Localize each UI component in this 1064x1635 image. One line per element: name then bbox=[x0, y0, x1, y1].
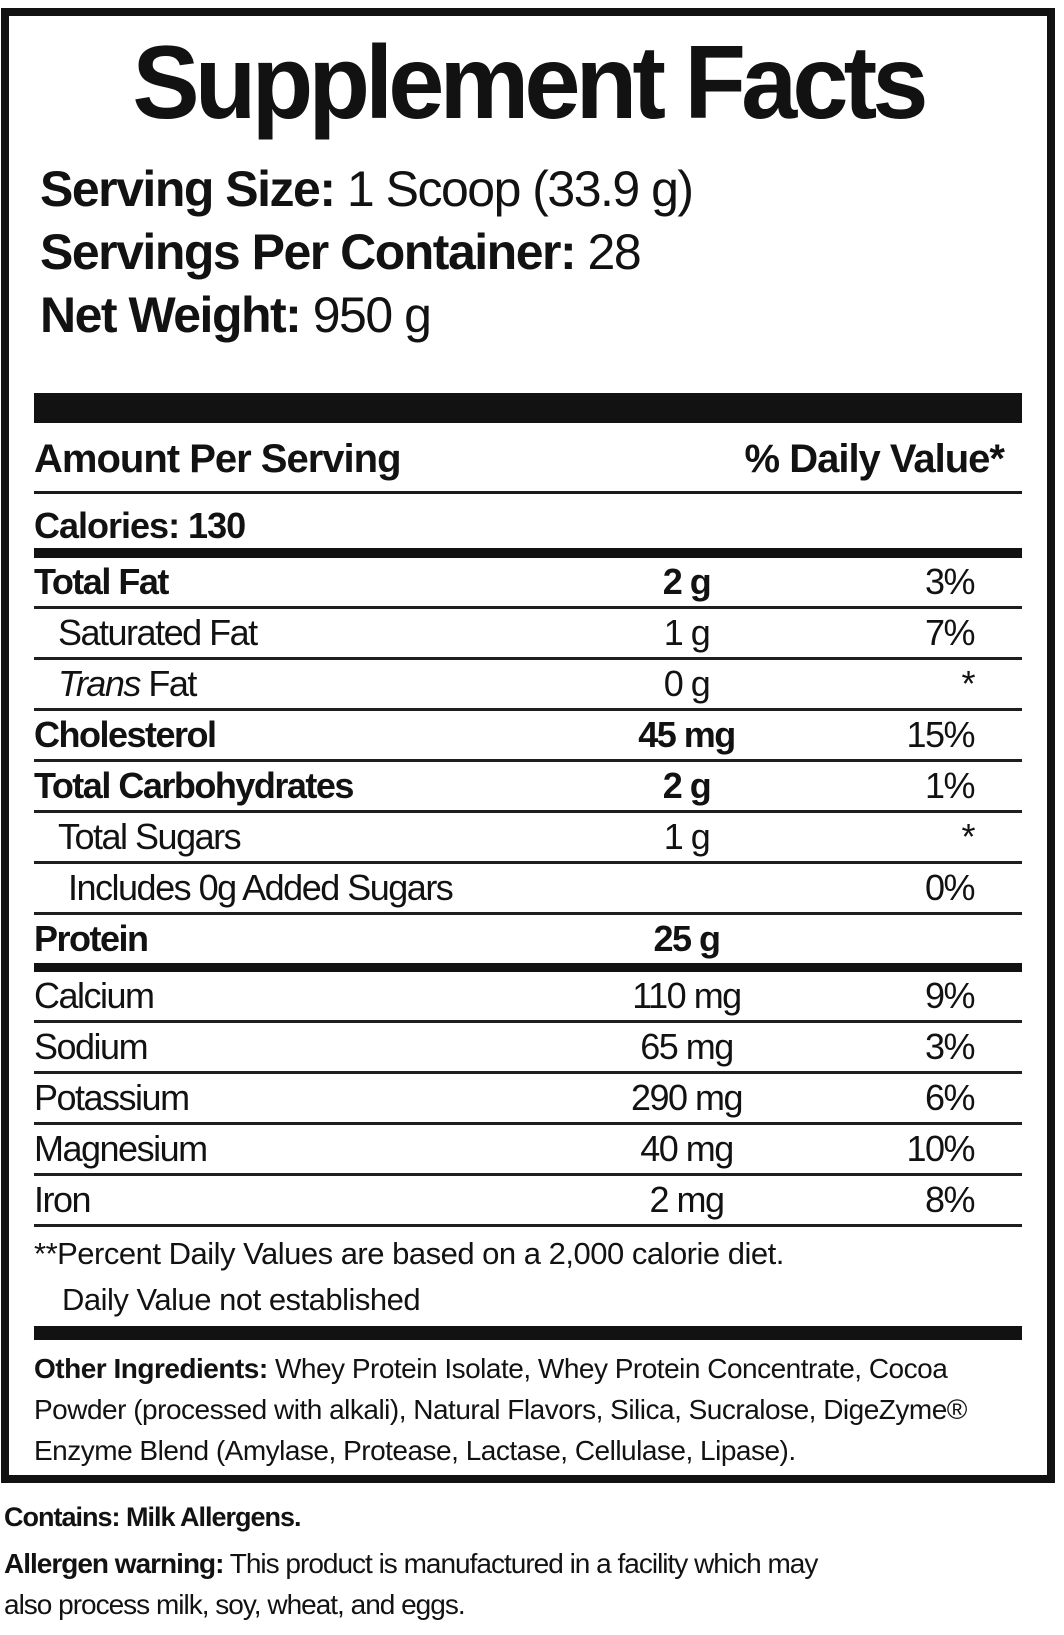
serving-size-line: Serving Size: 1 Scoop (33.9 g) bbox=[34, 158, 1022, 221]
nutrient-row: Total Sugars 1 g * bbox=[34, 813, 1022, 865]
nutrient-row: Cholesterol 45 mg 15% bbox=[34, 711, 1022, 763]
nutrient-table-main: Total Fat 2 g 3% Saturated Fat 1 g 7% Tr… bbox=[34, 558, 1022, 963]
divider-bar-ingredients bbox=[34, 1326, 1022, 1341]
calories-row: Calories: 130 bbox=[34, 505, 246, 547]
nutrient-dv: 3% bbox=[924, 561, 976, 603]
nutrient-dv: 1% bbox=[924, 765, 976, 807]
nutrient-amount: 2 g bbox=[662, 561, 712, 603]
nutrient-dv: 10% bbox=[906, 1128, 975, 1170]
nutrient-label: Iron bbox=[34, 1179, 92, 1221]
other-ingredients: Other Ingredients: Whey Protein Isolate,… bbox=[34, 1348, 1022, 1471]
column-header-row: Amount Per Serving % Daily Value* bbox=[34, 423, 1022, 495]
nutrient-row: Total Fat 2 g 3% bbox=[34, 558, 1022, 610]
daily-value-header: % Daily Value* bbox=[744, 437, 1005, 482]
nutrient-amount: 65 mg bbox=[640, 1026, 734, 1068]
nutrient-amount: 1 g bbox=[663, 612, 711, 654]
nutrient-table-minerals: Calcium 110 mg 9% Sodium 65 mg 3% Potass… bbox=[34, 972, 1022, 1228]
nutrient-row: Potassium 290 mg 6% bbox=[34, 1074, 1022, 1126]
nutrient-row: Calcium 110 mg 9% bbox=[34, 972, 1022, 1024]
nutrient-dv: * bbox=[961, 816, 975, 858]
label-title: Supplement Facts bbox=[132, 25, 928, 141]
serving-info: Serving Size: 1 Scoop (33.9 g) Servings … bbox=[34, 158, 1022, 347]
nutrient-amount: 290 mg bbox=[630, 1077, 744, 1119]
allergen-warning-text: This product is manufactured in a facili… bbox=[4, 1548, 818, 1620]
nutrient-amount: 40 mg bbox=[640, 1128, 734, 1170]
nutrient-row: Iron 2 mg 8% bbox=[34, 1176, 1022, 1228]
divider-bar-top bbox=[34, 393, 1022, 424]
servings-per-container-line: Servings Per Container: 28 bbox=[34, 221, 1022, 284]
nutrient-amount: 110 mg bbox=[632, 975, 742, 1017]
nutrient-dv: 0% bbox=[924, 867, 976, 909]
nutrient-label: Total Fat bbox=[34, 561, 169, 603]
nutrient-label: Potassium bbox=[34, 1077, 190, 1119]
allergen-section: Contains: Milk Allergens. Allergen warni… bbox=[4, 1500, 904, 1625]
net-weight-label: Net Weight: bbox=[40, 287, 302, 344]
nutrient-row: Magnesium 40 mg 10% bbox=[34, 1125, 1022, 1177]
net-weight-value: 950 g bbox=[312, 287, 432, 344]
nutrient-row: Saturated Fat 1 g 7% bbox=[34, 609, 1022, 661]
nutrient-label: Total Carbohydrates bbox=[34, 765, 354, 807]
nutrient-dv: * bbox=[961, 663, 975, 705]
nutrient-label: Calcium bbox=[34, 975, 155, 1017]
footnotes: **Percent Daily Values are based on a 2,… bbox=[34, 1227, 1022, 1318]
nutrient-label: Cholesterol bbox=[34, 714, 217, 756]
nutrient-dv: 7% bbox=[924, 612, 976, 654]
nutrient-label: Sodium bbox=[34, 1026, 149, 1068]
divider-bar-minerals bbox=[34, 963, 1022, 973]
nutrient-dv: 9% bbox=[924, 975, 976, 1017]
nutrient-row: Sodium 65 mg 3% bbox=[34, 1023, 1022, 1075]
nutrient-label: Includes 0g Added Sugars bbox=[68, 867, 454, 909]
contains-line: Contains: Milk Allergens. bbox=[4, 1502, 302, 1532]
nutrient-amount: 2 g bbox=[662, 765, 712, 807]
nutrient-label: Fat bbox=[148, 663, 197, 705]
nutrient-amount: 2 mg bbox=[649, 1179, 725, 1221]
nutrient-dv: 3% bbox=[924, 1026, 976, 1068]
amount-per-serving-header: Amount Per Serving bbox=[34, 437, 402, 482]
nutrient-amount: 1 g bbox=[663, 816, 711, 858]
nutrient-amount: 25 g bbox=[653, 918, 721, 960]
net-weight-line: Net Weight: 950 g bbox=[34, 284, 1022, 347]
nutrient-label: Total Sugars bbox=[58, 816, 242, 858]
nutrient-row: Trans Fat 0 g * bbox=[34, 660, 1022, 712]
serving-size-label: Serving Size: bbox=[40, 161, 336, 218]
allergen-warning: Allergen warning: This product is manufa… bbox=[4, 1543, 834, 1625]
divider-bar-calories bbox=[34, 548, 1022, 559]
nutrient-row: Protein 25 g bbox=[34, 915, 1022, 963]
other-ingredients-text: Whey Protein Isolate, Whey Protein Conce… bbox=[34, 1353, 967, 1467]
other-ingredients-label: Other Ingredients: bbox=[34, 1353, 268, 1385]
nutrient-row: Includes 0g Added Sugars 0% bbox=[34, 864, 1022, 916]
supplement-facts-label: Supplement Facts Serving Size: 1 Scoop (… bbox=[1, 8, 1055, 1483]
nutrient-dv: 6% bbox=[924, 1077, 976, 1119]
serving-size-value: 1 Scoop (33.9 g) bbox=[346, 161, 694, 218]
nutrient-amount: 45 mg bbox=[638, 714, 736, 756]
servings-per-container-value: 28 bbox=[587, 224, 642, 281]
nutrient-label: Magnesium bbox=[34, 1128, 208, 1170]
nutrient-dv: 15% bbox=[906, 714, 975, 756]
footnote-daily-values: **Percent Daily Values are based on a 2,… bbox=[34, 1236, 784, 1272]
nutrient-amount: 0 g bbox=[663, 663, 711, 705]
allergen-warning-label: Allergen warning: bbox=[4, 1548, 224, 1579]
nutrient-label-italic: Trans bbox=[58, 663, 149, 705]
nutrient-dv: 8% bbox=[924, 1179, 976, 1221]
nutrient-label: Saturated Fat bbox=[58, 612, 258, 654]
servings-per-container-label: Servings Per Container: bbox=[40, 224, 577, 281]
nutrient-label: Protein bbox=[34, 918, 149, 960]
footnote-dv-not-established: Daily Value not established bbox=[62, 1282, 421, 1318]
nutrient-row: Total Carbohydrates 2 g 1% bbox=[34, 762, 1022, 814]
